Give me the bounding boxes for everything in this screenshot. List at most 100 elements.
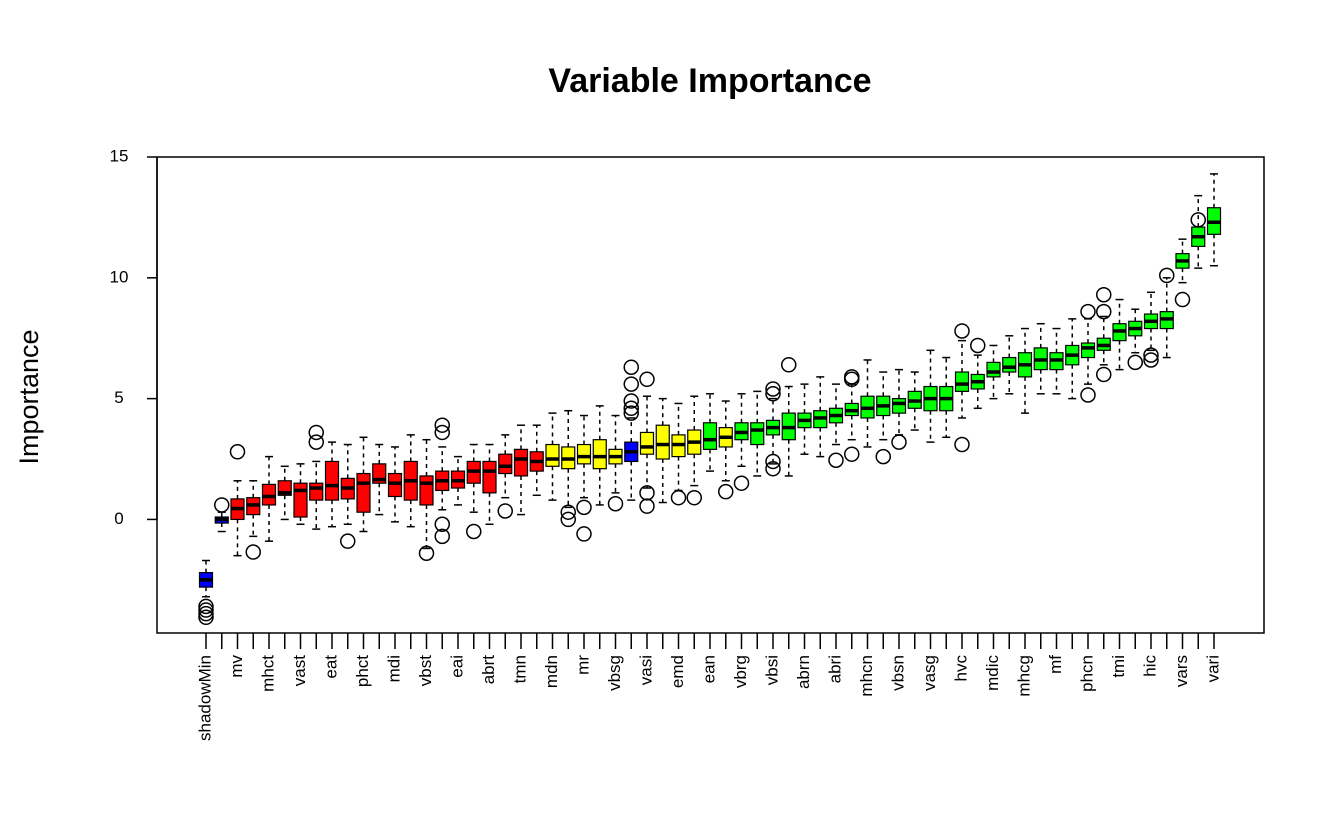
x-tick-label: vbst	[416, 655, 435, 686]
box-unlabeled-27	[623, 359, 639, 501]
outlier-point	[607, 495, 624, 512]
box-unlabeled-23	[560, 409, 576, 528]
outlier-point	[954, 436, 970, 453]
x-tick-label: emd	[668, 655, 687, 688]
x-tick-label: vari	[1203, 655, 1222, 682]
outlier-point	[844, 446, 860, 462]
box-tmi	[1112, 298, 1127, 371]
box-body	[986, 361, 1001, 378]
x-tick-label: vasg	[920, 655, 939, 691]
x-tick-label: phct	[353, 655, 372, 687]
box-unlabeled-43	[875, 371, 891, 465]
outlier-point	[1143, 347, 1159, 363]
outlier-point	[434, 424, 450, 441]
box-body	[655, 424, 670, 460]
box-mhcn	[860, 359, 875, 448]
box-tmn	[513, 424, 529, 516]
outlier-point	[623, 376, 639, 392]
outlier-point	[418, 545, 435, 562]
outlier-point	[1096, 286, 1112, 303]
box-unlabeled-53	[1033, 322, 1048, 395]
box-unlabeled-21	[529, 424, 544, 497]
outlier-point	[733, 475, 750, 491]
box-hic	[1143, 291, 1159, 368]
x-tick-label: vbsn	[888, 655, 907, 691]
outlier-point	[623, 405, 639, 421]
box-unlabeled-39	[813, 376, 828, 458]
box-body	[750, 422, 765, 446]
x-tick-label: vast	[290, 655, 309, 686]
box-vbsn	[891, 368, 907, 450]
box-unlabeled-47	[939, 356, 954, 439]
y-axis-label: Importance	[14, 329, 44, 464]
outlier-point	[765, 460, 781, 477]
outlier-point	[1190, 212, 1206, 228]
outlier-point	[1080, 387, 1096, 403]
x-tick-label: vbsg	[605, 655, 624, 691]
box-unlabeled-45	[907, 371, 922, 431]
box-body	[324, 460, 340, 501]
x-tick-label: mdn	[542, 655, 561, 688]
box-mhcg	[1017, 327, 1033, 414]
outlier-point	[1096, 303, 1112, 320]
outlier-point	[466, 523, 482, 540]
x-tick-label: mhcn	[857, 655, 876, 697]
box-unlabeled-7	[308, 424, 324, 530]
outlier-point	[828, 452, 844, 468]
box-mr	[576, 414, 592, 542]
x-tick-label: abrt	[479, 655, 498, 685]
box-body	[576, 443, 592, 465]
box-unlabeled-15	[434, 417, 450, 545]
x-tick-label: mr	[573, 655, 592, 675]
outlier-point	[623, 400, 639, 417]
box-phcn	[1080, 303, 1096, 403]
y-axis: 0 5 10 15	[110, 146, 158, 528]
outlier-point	[1143, 352, 1159, 368]
box-abrt	[482, 443, 497, 526]
box-vasi	[639, 371, 655, 514]
outlier-point	[434, 528, 450, 545]
box-body	[309, 482, 324, 501]
box-unlabeled-31	[686, 395, 702, 506]
x-tick-label: eat	[321, 655, 340, 679]
y-tick-label: 0	[114, 509, 123, 528]
box-body	[261, 483, 277, 506]
outlier-point	[891, 434, 907, 450]
box-unlabeled-17	[466, 443, 482, 540]
outlier-point	[954, 323, 970, 339]
outlier-point	[1096, 366, 1112, 383]
box-mhct	[261, 455, 277, 542]
outlier-point	[245, 544, 261, 560]
outlier-point	[765, 381, 781, 397]
outlier-point	[308, 424, 324, 441]
x-tick-label: eai	[447, 655, 466, 678]
x-tick-label: shadowMin	[195, 655, 214, 741]
outlier-point	[576, 526, 592, 542]
x-tick-label: abri	[825, 655, 844, 683]
box-unlabeled-49	[970, 337, 986, 410]
box-mdi	[387, 446, 403, 523]
box-body	[419, 475, 434, 506]
x-tick-label: vbsi	[762, 655, 781, 685]
box-body	[1002, 356, 1017, 373]
box-body	[387, 472, 403, 498]
x-tick-label: ean	[699, 655, 718, 683]
outlier-point	[497, 503, 513, 519]
outlier-point	[214, 497, 230, 513]
x-tick-label: mdic	[983, 655, 1002, 691]
outlier-point	[229, 444, 246, 460]
box-ean	[702, 393, 718, 472]
outlier-point	[686, 489, 702, 506]
box-emd	[670, 402, 687, 506]
box-mf	[1049, 327, 1064, 395]
outlier-point	[781, 357, 797, 373]
x-tick-label: mhcg	[1014, 655, 1033, 697]
x-tick-label: vars	[1172, 655, 1191, 687]
outlier-point	[198, 609, 214, 626]
box-body	[639, 431, 655, 455]
box-unlabeled-51	[1002, 335, 1017, 395]
outlier-point	[1127, 354, 1143, 371]
outlier-point	[623, 359, 639, 375]
x-tick-label: hvc	[951, 655, 970, 682]
